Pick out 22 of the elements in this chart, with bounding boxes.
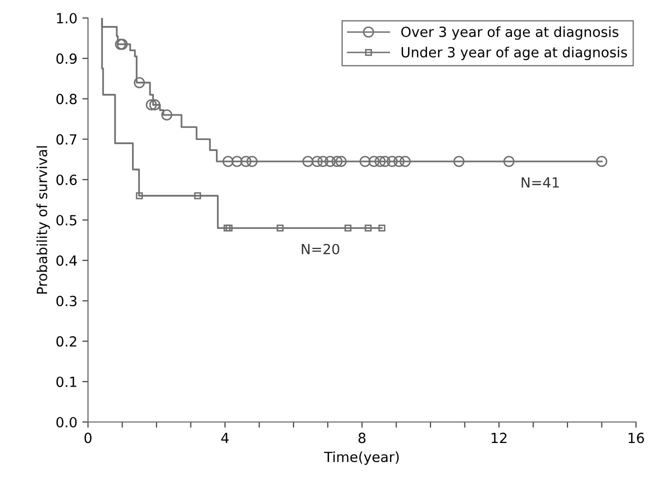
y-tick-label: 0.3 (56, 296, 76, 306)
y-tick-label: 0.9 (56, 53, 77, 64)
y-tick-label: 0.6 (56, 174, 77, 186)
legend-label: Over 3 year of age at diagnosis (401, 26, 618, 40)
annotation: N=20 (302, 244, 340, 254)
y-axis-title: Probability of survival (36, 146, 50, 294)
y-tick-label: 0.1 (56, 376, 76, 388)
legend-label: Under 3 year of age at diagnosis (402, 46, 627, 60)
x-tick-label: 8 (358, 432, 366, 444)
x-tick-label: 12 (492, 432, 506, 443)
y-tick-label: 0.7 (56, 134, 76, 145)
y-tick-label: 1.0 (57, 12, 77, 24)
x-tick-label: 4 (221, 432, 229, 443)
y-tick-label: 0.4 (56, 255, 77, 266)
y-tick-label: 0.5 (56, 214, 76, 226)
y-tick-label: 0.0 (56, 416, 77, 428)
x-tick-label: 16 (628, 432, 644, 444)
x-tick-label: 0 (84, 432, 92, 444)
annotation: N=41 (522, 177, 559, 188)
y-tick-label: 0.8 (56, 94, 77, 104)
x-axis-title: Time(year) (324, 451, 399, 465)
y-tick-label: 0.2 (56, 336, 76, 347)
